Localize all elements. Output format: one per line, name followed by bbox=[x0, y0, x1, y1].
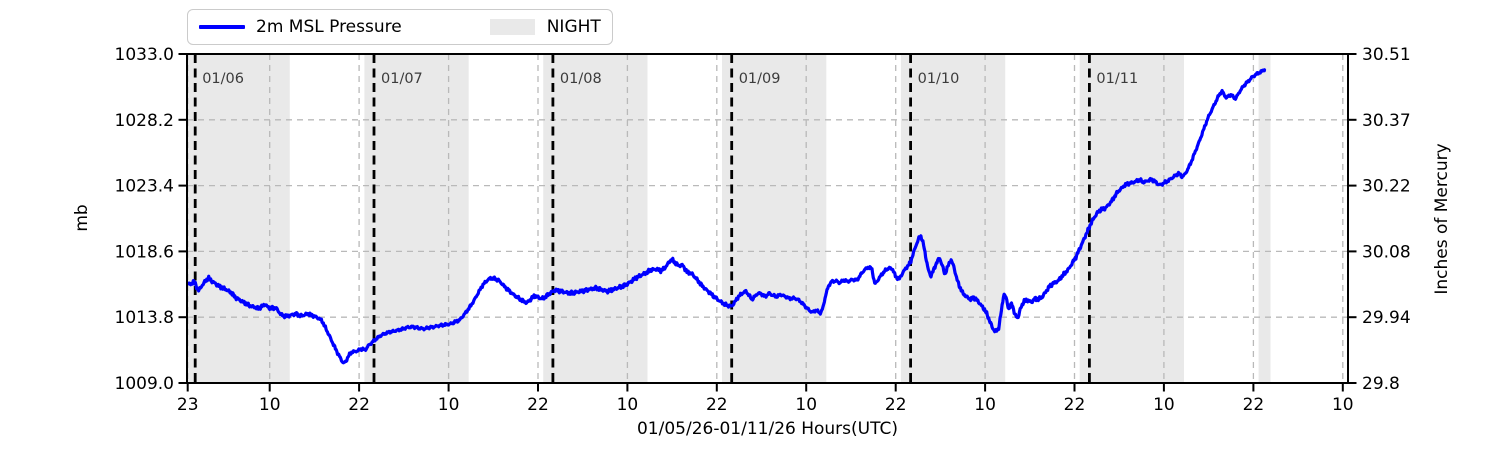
x-tick-label: 10 bbox=[974, 395, 996, 415]
day-label: 01/06 bbox=[202, 71, 244, 87]
x-tick-label: 22 bbox=[348, 395, 370, 415]
legend-label-night: NIGHT bbox=[546, 17, 601, 37]
y-tick-label-left: 1009.0 bbox=[115, 374, 174, 394]
x-tick-label: 10 bbox=[438, 395, 460, 415]
y-tick-label-right: 30.08 bbox=[1362, 242, 1411, 262]
day-label: 01/09 bbox=[739, 71, 781, 87]
night-band bbox=[900, 54, 1006, 383]
day-label: 01/08 bbox=[560, 71, 602, 87]
y-axis-label-right: Inches of Mercury bbox=[1432, 143, 1452, 295]
y-tick-label-left: 1013.8 bbox=[115, 308, 174, 328]
x-tick-label: 10 bbox=[259, 395, 281, 415]
y-tick-label-left: 1018.6 bbox=[115, 242, 174, 262]
y-tick-label-right: 30.22 bbox=[1362, 177, 1411, 197]
x-tick-label: 22 bbox=[1064, 395, 1086, 415]
night-band bbox=[1079, 54, 1184, 383]
x-tick-label: 23 bbox=[177, 395, 199, 415]
legend-line-sample bbox=[199, 25, 245, 29]
y-tick-label-right: 30.37 bbox=[1362, 111, 1411, 131]
x-tick-label: 22 bbox=[1243, 395, 1265, 415]
x-tick-label: 10 bbox=[1332, 395, 1354, 415]
y-tick-label-right: 29.94 bbox=[1362, 308, 1411, 328]
day-label: 01/11 bbox=[1096, 71, 1138, 87]
x-tick-label: 10 bbox=[617, 395, 639, 415]
y-tick-label-right: 30.51 bbox=[1362, 45, 1411, 65]
x-axis-label: 01/05/26-01/11/26 Hours(UTC) bbox=[636, 419, 898, 439]
pressure-line bbox=[187, 68, 1267, 365]
night-band bbox=[364, 54, 469, 383]
plot-border bbox=[186, 53, 1349, 384]
night-band bbox=[543, 54, 648, 383]
legend-label-pressure: 2m MSL Pressure bbox=[256, 17, 402, 37]
x-tick-label: 10 bbox=[795, 395, 817, 415]
y-tick-label-right: 29.8 bbox=[1362, 374, 1400, 394]
x-tick-label: 22 bbox=[706, 395, 728, 415]
legend: 2m MSL Pressure NIGHT bbox=[187, 9, 613, 45]
y-tick-label-left: 1028.2 bbox=[115, 111, 174, 131]
night-band bbox=[187, 54, 290, 383]
y-tick-label-left: 1023.4 bbox=[115, 177, 174, 197]
y-axis-label-left: mb bbox=[72, 204, 92, 232]
x-tick-label: 22 bbox=[527, 395, 549, 415]
night-band bbox=[1258, 54, 1271, 383]
day-label: 01/10 bbox=[918, 71, 960, 87]
x-tick-label: 10 bbox=[1153, 395, 1175, 415]
x-tick-label: 22 bbox=[885, 395, 907, 415]
night-band bbox=[722, 54, 827, 383]
legend-night-patch bbox=[489, 19, 535, 35]
y-tick-label-left: 1033.0 bbox=[115, 45, 174, 65]
day-label: 01/07 bbox=[381, 71, 423, 87]
